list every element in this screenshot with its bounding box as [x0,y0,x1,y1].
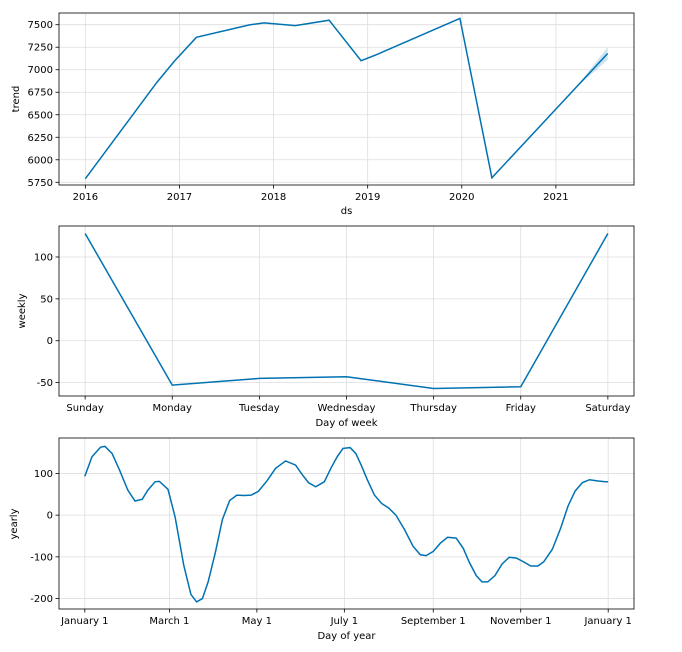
yearly-x-tick-label: July 1 [330,616,359,627]
weekly-line [84,233,609,390]
weekly-x-tick-label: Saturday [585,403,630,414]
yearly-y-tick-label: -200 [30,594,53,605]
weekly-y-tick-label: -50 [37,378,53,389]
trend-y-tick-label: 7500 [28,20,53,31]
weekly-grid [59,226,634,396]
yearly-y-tick-label: 100 [34,469,53,480]
yearly-x-tick-label: May 1 [242,616,272,627]
yearly-y-tick-label: 0 [47,511,53,522]
trend-line [84,17,609,180]
weekly-x-tick-label: Sunday [66,403,103,414]
weekly-x-tick-label: Wednesday [318,403,376,414]
trend-x-tick-label: 2018 [261,192,286,203]
trend-x-tick-label: 2019 [355,192,380,203]
weekly-ticks: Sunday Monday Tuesday Wednesday Thursday Frid… [34,252,631,414]
yearly-x-tick-label: March 1 [149,616,189,627]
yearly-y-tick-label: -100 [30,552,53,563]
weekly-y-tick-label: 50 [40,294,53,305]
yearly-y-axis-label: yearly [9,508,20,539]
trend-x-axis-label: ds [341,206,353,217]
trend-x-tick-label: 2021 [543,192,568,203]
yearly-x-tick-label: November 1 [490,616,552,627]
trend-y-tick-label: 6250 [28,133,53,144]
trend-uncertainty-band [574,47,608,89]
yearly-x-tick-label: January 1 [583,616,631,627]
yearly-grid [59,438,634,609]
trend-panel: 2016 2017 2018 2019 2020 2021 5750 6000 6250 6500… [11,12,635,217]
trend-axes-frame [58,12,635,186]
weekly-x-tick-label: Monday [153,403,193,414]
yearly-x-tick-label: September 1 [401,616,466,627]
trend-y-tick-label: 6500 [28,110,53,121]
weekly-y-tick-label: 0 [47,336,53,347]
weekly-y-axis-label: weekly [17,293,28,328]
trend-y-tick-label: 5750 [28,178,53,189]
trend-grid [59,13,634,185]
weekly-y-tick-label: 100 [34,252,53,263]
trend-y-tick-label: 6750 [28,88,53,99]
weekly-x-tick-label: Thursday [409,403,457,414]
trend-y-tick-label: 6000 [28,155,53,166]
weekly-x-tick-label: Tuesday [238,403,280,414]
trend-y-tick-label: 7000 [28,65,53,76]
trend-x-tick-label: 2020 [449,192,474,203]
yearly-axes-frame [58,437,635,610]
yearly-x-axis-label: Day of year [317,631,376,642]
yearly-panel: January 1 March 1 May 1 July 1 September 1 No… [9,437,635,642]
yearly-ticks: January 1 March 1 May 1 July 1 September 1 No… [30,469,632,627]
trend-ticks: 2016 2017 2018 2019 2020 2021 5750 6000 6250 6500… [28,20,569,203]
trend-y-tick-label: 7250 [28,43,53,54]
weekly-x-axis-label: Day of week [315,418,377,429]
trend-y-axis-label: trend [11,86,22,113]
weekly-panel: Sunday Monday Tuesday Wednesday Thursday Frid… [17,225,635,429]
yearly-line [84,445,609,603]
trend-x-tick-label: 2017 [167,192,192,203]
yearly-x-tick-label: January 1 [60,616,108,627]
weekly-x-tick-label: Friday [506,403,536,414]
trend-x-tick-label: 2016 [73,192,98,203]
